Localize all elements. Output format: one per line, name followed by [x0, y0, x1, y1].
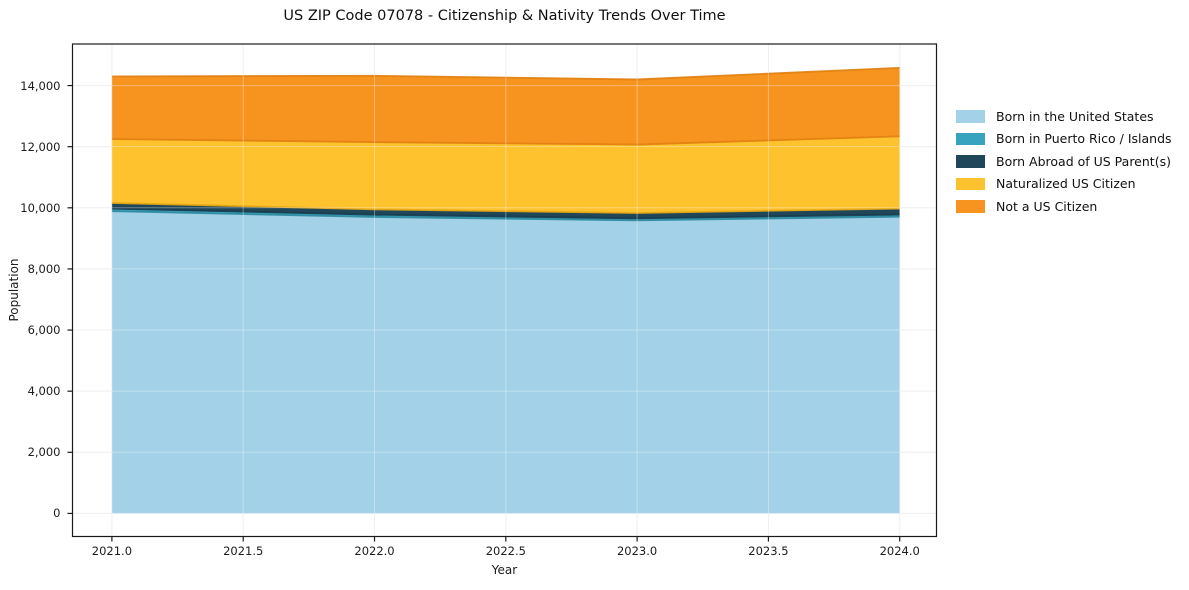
legend-swatch-icon	[956, 177, 985, 190]
stack-boundary-line	[111, 210, 900, 222]
y-tick-label: 14,000	[20, 78, 61, 93]
area-4	[111, 136, 900, 214]
y-tick-label: 0	[53, 506, 61, 521]
area-3	[111, 202, 900, 219]
y-tick-label: 4,000	[27, 384, 61, 399]
y-tick-label: 8,000	[27, 261, 61, 276]
stack-boundary-line	[111, 202, 900, 214]
x-tick-label: 2022.0	[354, 543, 395, 558]
plot-border	[71, 43, 938, 538]
stack-boundary-line	[111, 207, 900, 220]
legend-swatch-icon	[956, 200, 985, 213]
legend-label: Naturalized US Citizen	[996, 176, 1136, 192]
legend-label: Not a US Citizen	[996, 198, 1098, 214]
chart-title: US ZIP Code 07078 - Citizenship & Nativi…	[283, 8, 726, 24]
area-1	[111, 211, 900, 514]
x-tick-label: 2023.5	[748, 543, 789, 558]
y-tick-label: 6,000	[27, 323, 61, 338]
legend-item: Not a US Citizen	[956, 195, 1172, 218]
legend: Born in the United States Born in Puerto …	[956, 105, 1172, 218]
legend-label: Born Abroad of US Parent(s)	[996, 153, 1171, 169]
legend-item: Born Abroad of US Parent(s)	[956, 150, 1172, 173]
x-tick-label: 2024.0	[879, 543, 920, 558]
legend-swatch-icon	[956, 132, 985, 145]
legend-item: Born in Puerto Rico / Islands	[956, 128, 1172, 151]
legend-label: Born in Puerto Rico / Islands	[996, 131, 1172, 147]
legend-label: Born in the United States	[996, 108, 1154, 124]
x-tick-label: 2021.0	[91, 543, 133, 558]
legend-swatch-icon	[956, 110, 985, 123]
y-tick-label: 10,000	[20, 200, 61, 215]
x-tick-label: 2023.0	[616, 543, 658, 558]
area-5	[111, 67, 900, 145]
x-axis-label: Year	[491, 563, 518, 577]
x-tick-label: 2021.5	[223, 543, 264, 558]
y-tick-label: 12,000	[20, 139, 61, 154]
legend-item: Naturalized US Citizen	[956, 173, 1172, 196]
stack-boundary-line	[111, 135, 900, 146]
x-tick-label: 2022.5	[485, 543, 526, 558]
legend-item: Born in the United States	[956, 105, 1172, 128]
legend-swatch-icon	[956, 155, 985, 168]
y-tick-label: 2,000	[27, 445, 61, 460]
stack-boundary-line	[111, 66, 900, 81]
